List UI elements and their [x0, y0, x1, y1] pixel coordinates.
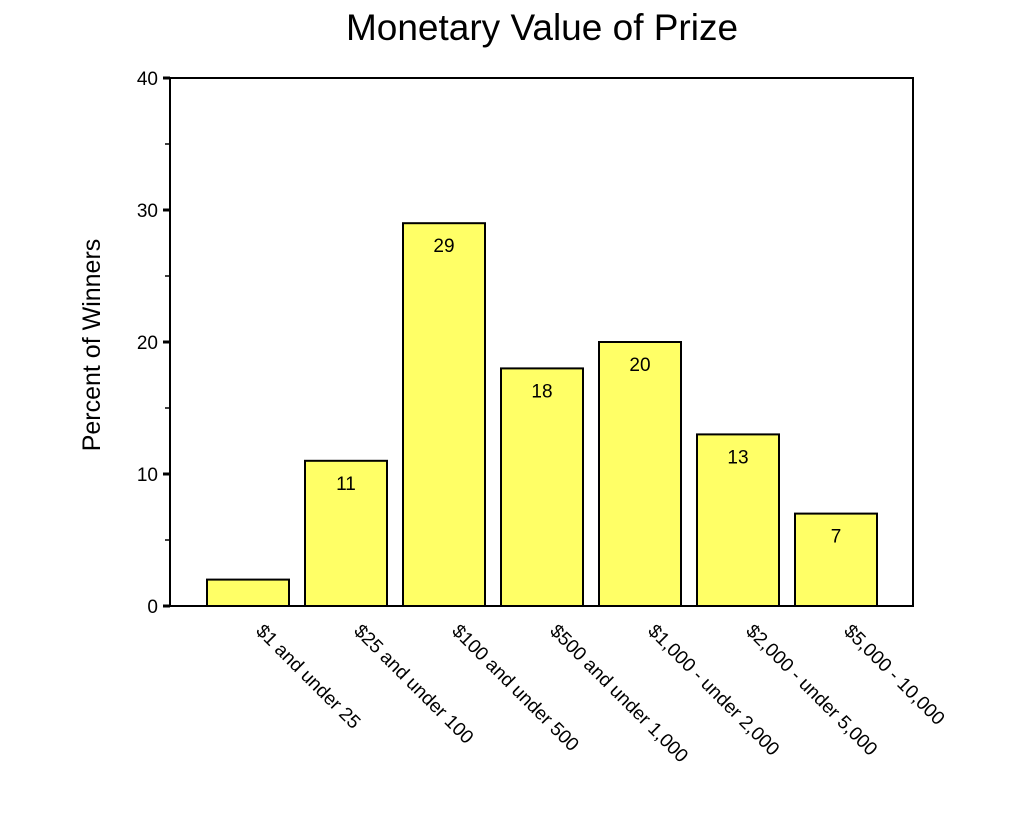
bar — [500, 367, 584, 607]
x-category-label: $1 and under 25 — [251, 621, 364, 734]
bar-data-label: 13 — [727, 447, 748, 468]
bar — [206, 578, 290, 607]
bar — [696, 433, 780, 607]
y-tick-label: 20 — [137, 333, 158, 354]
y-axis-ticks: 0 10 20 30 40 — [137, 69, 170, 618]
bar-data-label: 29 — [433, 236, 454, 257]
bar — [304, 459, 388, 607]
bar-data-label: 7 — [831, 527, 842, 548]
y-tick-label: 40 — [137, 69, 158, 90]
bar-data-label: 11 — [336, 474, 356, 495]
x-axis-category-labels: $1 and under 25$25 and under 100$100 and… — [251, 621, 948, 767]
bar-data-label: 20 — [629, 355, 650, 376]
x-category-label: $5,000 - 10,000 — [839, 621, 948, 730]
bar-data-label: 18 — [531, 381, 552, 402]
bar — [598, 341, 682, 607]
y-axis-label: Percent of Winners — [78, 239, 106, 452]
bars-layer: 11 29 18 20 13 7 — [206, 222, 878, 607]
bar — [794, 512, 878, 607]
y-tick-label: 0 — [147, 597, 158, 618]
y-tick-label: 10 — [137, 465, 158, 486]
bar — [402, 222, 486, 607]
chart-title: Monetary Value of Prize — [346, 7, 738, 48]
y-tick-label: 30 — [137, 201, 158, 222]
